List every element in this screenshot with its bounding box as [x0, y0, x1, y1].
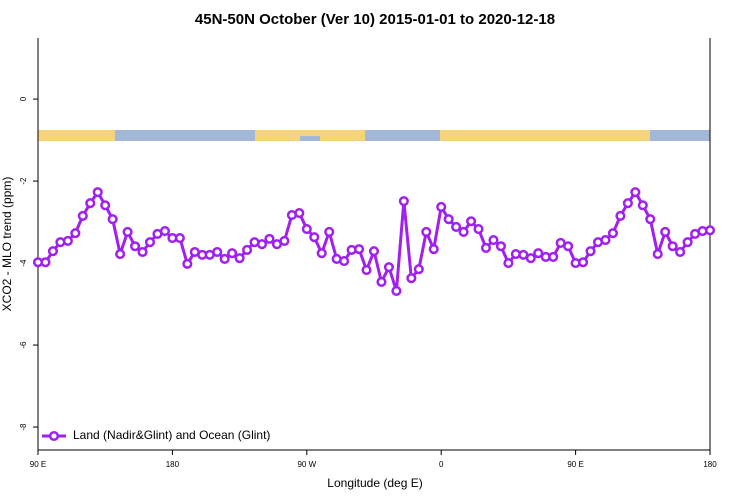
data-point [563, 241, 574, 252]
data-point [301, 223, 312, 235]
data-point [339, 255, 350, 267]
data-point [316, 248, 327, 259]
data-point [85, 198, 96, 209]
x-axis-label: Longitude (deg E) [327, 476, 422, 490]
data-point [100, 200, 111, 211]
data-point [279, 235, 290, 246]
data-point [77, 210, 88, 221]
y-tick-label: -6 [19, 341, 28, 349]
data-point [294, 207, 305, 219]
data-point [622, 198, 633, 209]
data-point [630, 187, 641, 198]
data-point [376, 276, 387, 287]
data-point [607, 228, 618, 239]
data-point [182, 258, 193, 269]
data-point [40, 257, 51, 268]
data-point [436, 201, 447, 212]
data-point [704, 225, 716, 236]
data-point [227, 248, 238, 259]
data-point [495, 241, 506, 252]
chart-title: 45N-50N October (Ver 10) 2015-01-01 to 2… [195, 11, 555, 28]
data-point [421, 226, 432, 237]
data-point [667, 241, 678, 252]
data-point [428, 244, 439, 255]
data-point [443, 214, 454, 225]
x-tick-label: 180 [166, 460, 180, 469]
data-point [585, 246, 596, 257]
data-point [398, 196, 409, 207]
data-point [70, 228, 81, 239]
data-point [533, 248, 544, 259]
y-tick-label: -8 [19, 423, 28, 431]
data-point [130, 241, 141, 252]
data-point [578, 257, 589, 268]
data-point [137, 246, 148, 258]
data-point [660, 226, 671, 237]
legend-item: Land (Nadir&Glint) and Ocean (Glint) [42, 428, 270, 442]
data-point [324, 226, 335, 237]
data-point [159, 226, 170, 237]
data-point [503, 258, 514, 269]
data-point [458, 226, 469, 237]
data-point [122, 226, 133, 237]
data-point [488, 235, 499, 246]
map-strip [38, 130, 710, 141]
y-axis-label: XCO2 - MLO trend (ppm) [0, 177, 14, 312]
data-point [600, 235, 611, 246]
data-point [62, 235, 73, 246]
data-point [256, 239, 268, 250]
data-point [234, 253, 245, 264]
data-point [682, 237, 693, 248]
data-point [383, 262, 394, 273]
x-tick-label: 90 E [567, 460, 583, 469]
data-point [368, 246, 380, 257]
data-point [47, 246, 58, 257]
data-point [652, 248, 663, 260]
data-point [391, 285, 402, 296]
x-tick-label: 90 W [297, 460, 316, 469]
data-point [406, 273, 417, 284]
data-point [115, 248, 126, 260]
data-point [466, 216, 477, 227]
data-point [212, 246, 223, 258]
x-tick-label: 180 [703, 460, 717, 469]
data-point [92, 187, 103, 198]
data-point [309, 232, 320, 243]
x-tick-label: 0 [439, 460, 444, 469]
legend-label: Land (Nadir&Glint) and Ocean (Glint) [73, 428, 270, 442]
data-point [548, 251, 559, 262]
y-tick-label: 0 [19, 96, 28, 101]
data-point [264, 233, 275, 244]
data-point [242, 244, 253, 255]
data-point [174, 233, 185, 244]
legend-marker [48, 430, 60, 442]
data-point [637, 200, 648, 211]
data-point [480, 242, 492, 253]
data-point [361, 264, 372, 276]
data-point [354, 244, 365, 255]
data-point [219, 253, 230, 265]
data-point [107, 214, 118, 225]
y-tick-label: -4 [19, 259, 28, 267]
data-point [615, 210, 626, 221]
data-point [413, 264, 424, 275]
data-point [473, 223, 484, 235]
data-point [675, 246, 686, 258]
data-point [451, 221, 462, 233]
y-tick-label: -2 [19, 177, 28, 185]
data-point [525, 253, 536, 264]
data-point [645, 214, 656, 225]
data-point [144, 237, 156, 248]
x-tick-label: 90 E [30, 460, 46, 469]
